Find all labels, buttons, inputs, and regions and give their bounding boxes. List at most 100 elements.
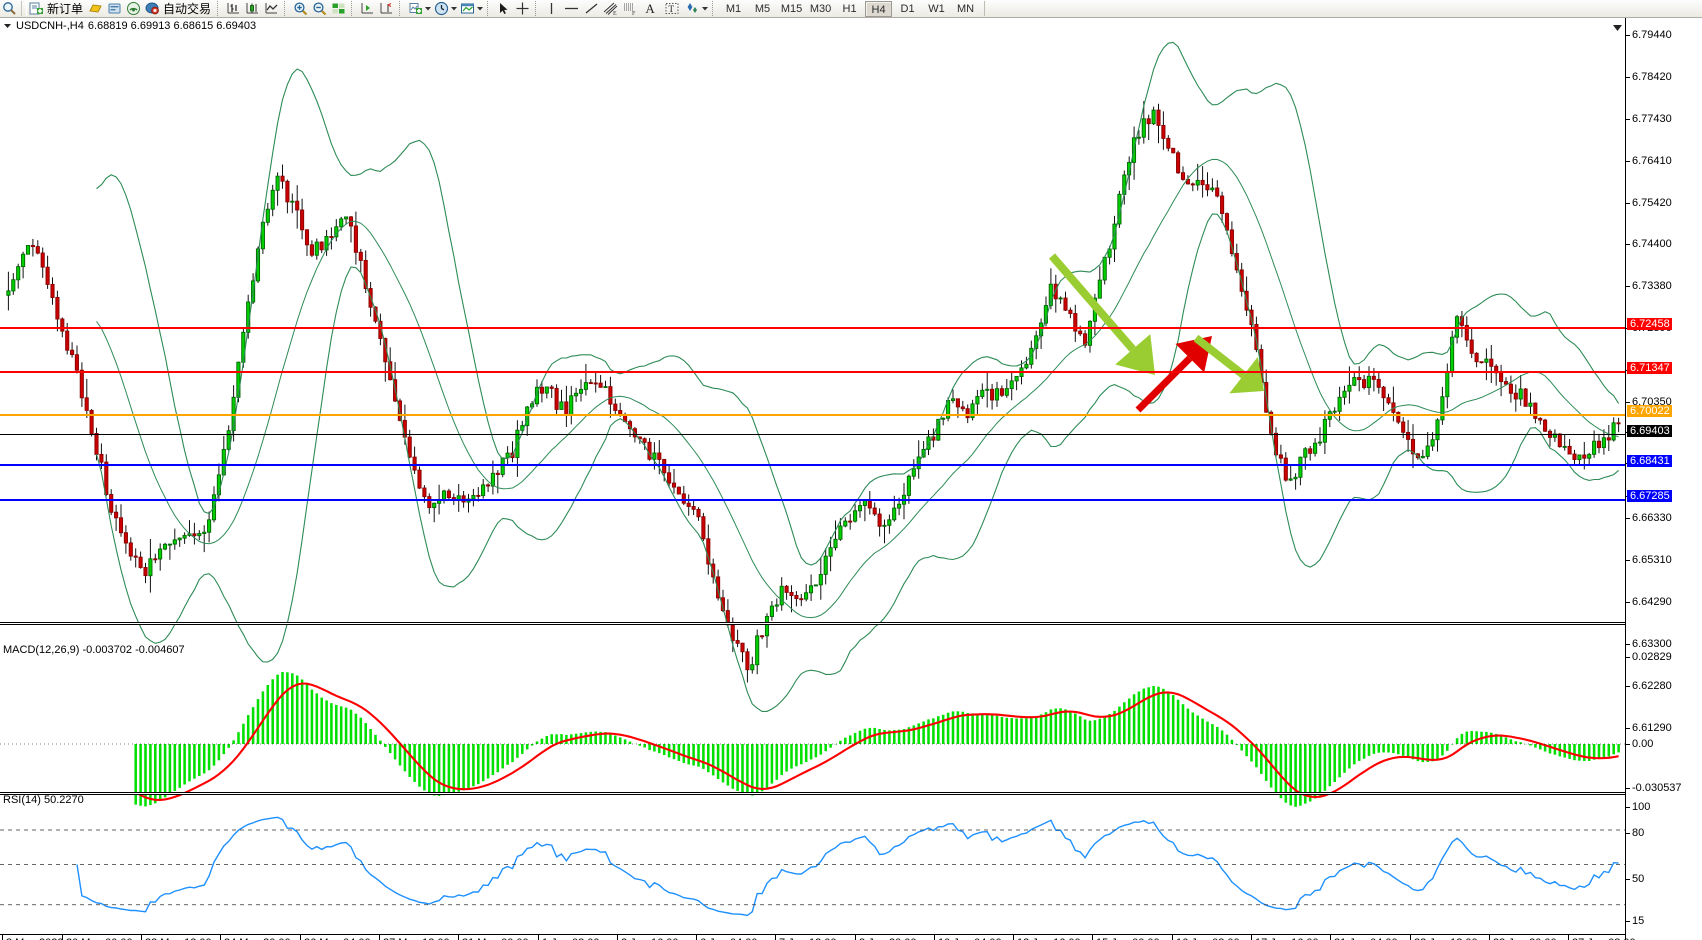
text-icon[interactable]: A [645,0,655,16]
price-level-label-support-1[interactable]: 6.68431 [1627,455,1672,467]
price-tick: 80 [1626,827,1702,839]
timeframe-w1[interactable]: W1 [928,2,945,15]
price-level-label-support-2[interactable]: 6.67285 [1627,490,1672,502]
candlestick-chart-icon[interactable] [243,0,262,17]
price-line-resistance-1[interactable] [0,327,1625,329]
toolbar-separator-3 [351,1,355,16]
auto-trading-icon[interactable] [143,0,162,17]
timeframe-mn[interactable]: MN [956,2,975,15]
drawing-annotations[interactable] [0,18,1625,622]
shift-end-icon[interactable] [358,0,377,17]
timeframe-m5[interactable]: M5 [754,2,771,15]
search-icon[interactable] [0,0,19,17]
rsi-pane[interactable] [0,795,1625,934]
price-tick: 6.79440 [1626,29,1702,41]
price-tick: 50 [1626,873,1702,885]
timeframe-m15[interactable]: M15 [780,2,803,15]
line-chart-icon[interactable] [262,0,281,17]
periodicity-dropdown-caret[interactable] [451,0,458,17]
periodicity-icon[interactable] [432,0,451,17]
signals-icon[interactable] [124,0,143,17]
time-tick: 21 Jun 04:00 [1330,935,1398,940]
price-line-resistance-2[interactable] [0,371,1625,373]
zoom-in-icon[interactable] [291,0,310,17]
scroll-collapse-caret-icon[interactable] [1613,19,1623,31]
trendline-icon[interactable] [582,0,601,17]
zoom-out-icon[interactable] [310,0,329,17]
timeframe-d1[interactable]: D1 [900,2,915,15]
symbol-name: USDCNH-,H4 [16,19,84,32]
price-line-last-price[interactable] [0,434,1625,435]
symbol-ohlc: 6.68819 6.69913 6.68615 6.69403 [87,19,257,32]
toolbar-separator-4 [399,1,403,16]
price-level-label-pivot-level[interactable]: 6.70022 [1627,405,1672,417]
time-tick: 20 May 00:00 [62,935,133,940]
time-tick: 31 May 00:00 [458,935,529,940]
terminal-icon[interactable] [105,0,124,17]
downtrend-arrow-1[interactable] [1048,253,1155,375]
new-order-label[interactable]: 新订单 [47,2,84,16]
price-line-support-2[interactable] [0,499,1625,501]
timeframe-m1[interactable]: M1 [725,2,742,15]
macd-pane[interactable] [0,625,1625,807]
main-toolbar: 新订单 自动 [0,0,1702,18]
pane-separator-2[interactable] [0,792,1625,795]
chart-area[interactable]: USDCNH-,H4 6.68819 6.69913 6.68615 6.694… [0,18,1702,940]
macd-plot [0,672,1625,807]
timeframe-h4[interactable]: H4 [865,0,893,17]
toolbar-separator-6 [535,1,539,16]
price-tick: 6.73380 [1626,280,1702,292]
downtrend-arrow-2[interactable] [1193,334,1264,394]
price-level-label-resistance-1[interactable]: 6.72458 [1627,318,1672,330]
add-indicator-dropdown-caret[interactable] [425,0,432,17]
vertical-line-icon[interactable] [542,0,561,17]
price-line-support-1[interactable] [0,464,1625,466]
cursor-icon[interactable] [494,0,513,17]
chart-menu-caret-icon[interactable] [3,21,12,30]
price-tick: 0.02829 [1626,651,1702,663]
price-line-pivot-level[interactable] [0,414,1625,416]
price-tick: 6.76410 [1626,155,1702,167]
time-tick: 6 Jun 04:00 [696,935,758,940]
toolbar-grip[interactable] [21,1,27,16]
price-tick: 6.78420 [1626,71,1702,83]
templates-dropdown-caret[interactable] [477,0,484,17]
time-tick: 26 May 04:00 [300,935,371,940]
tile-windows-icon[interactable] [329,0,348,17]
gold-bar-icon[interactable] [86,0,105,17]
time-tick: 23 May 12:00 [141,935,212,940]
price-tick: -0.030537 [1626,782,1702,794]
price-level-label-resistance-2[interactable]: 6.71347 [1627,362,1672,374]
shapes-icon[interactable] [683,0,702,17]
toolbar-separator-8 [984,1,986,16]
time-tick: 16 Jun 08:00 [1172,935,1240,940]
timeframe-group: M1 M5 M15 M30 H1 H4 D1 W1 MN [719,0,980,17]
crosshair-icon[interactable] [513,0,532,17]
auto-trading-label[interactable]: 自动交易 [163,2,212,16]
time-tick: 24 May 20:00 [220,935,291,940]
text-label-icon[interactable]: T [661,0,683,17]
time-tick: 17 Jun 16:00 [1251,935,1319,940]
price-pane[interactable] [0,18,1625,712]
templates-icon[interactable] [458,0,477,17]
time-scale[interactable]: 8 May 202220 May 00:00 23 May 12:00 24 May… [0,934,1636,940]
time-tick: 7 Jun 12:00 [775,935,837,940]
time-tick: 27 Jun 08:00 [1568,935,1636,940]
auto-scroll-icon[interactable] [377,0,396,17]
bar-chart-icon[interactable] [224,0,243,17]
pane-separator-1[interactable] [0,622,1625,625]
shapes-dropdown-caret[interactable] [702,0,709,17]
horizontal-line-icon[interactable] [561,0,582,17]
new-order-icon[interactable] [27,0,46,17]
equidistant-channel-icon[interactable]: E [601,0,620,17]
time-tick: 27 May 12:00 [379,935,450,940]
price-tick: 6.77430 [1626,113,1702,125]
price-scale[interactable]: 6.79440 6.78420 6.77430 6.76410 6.75420 6.744… [1625,18,1702,940]
toolbar-separator-1 [217,1,221,16]
price-level-label-last-price[interactable]: 6.69403 [1627,425,1672,437]
fibonacci-icon[interactable]: F [620,0,639,17]
svg-text:E: E [613,11,617,16]
timeframe-m30[interactable]: M30 [809,2,832,15]
add-indicator-icon[interactable] [406,0,425,17]
timeframe-h1[interactable]: H1 [842,2,857,15]
